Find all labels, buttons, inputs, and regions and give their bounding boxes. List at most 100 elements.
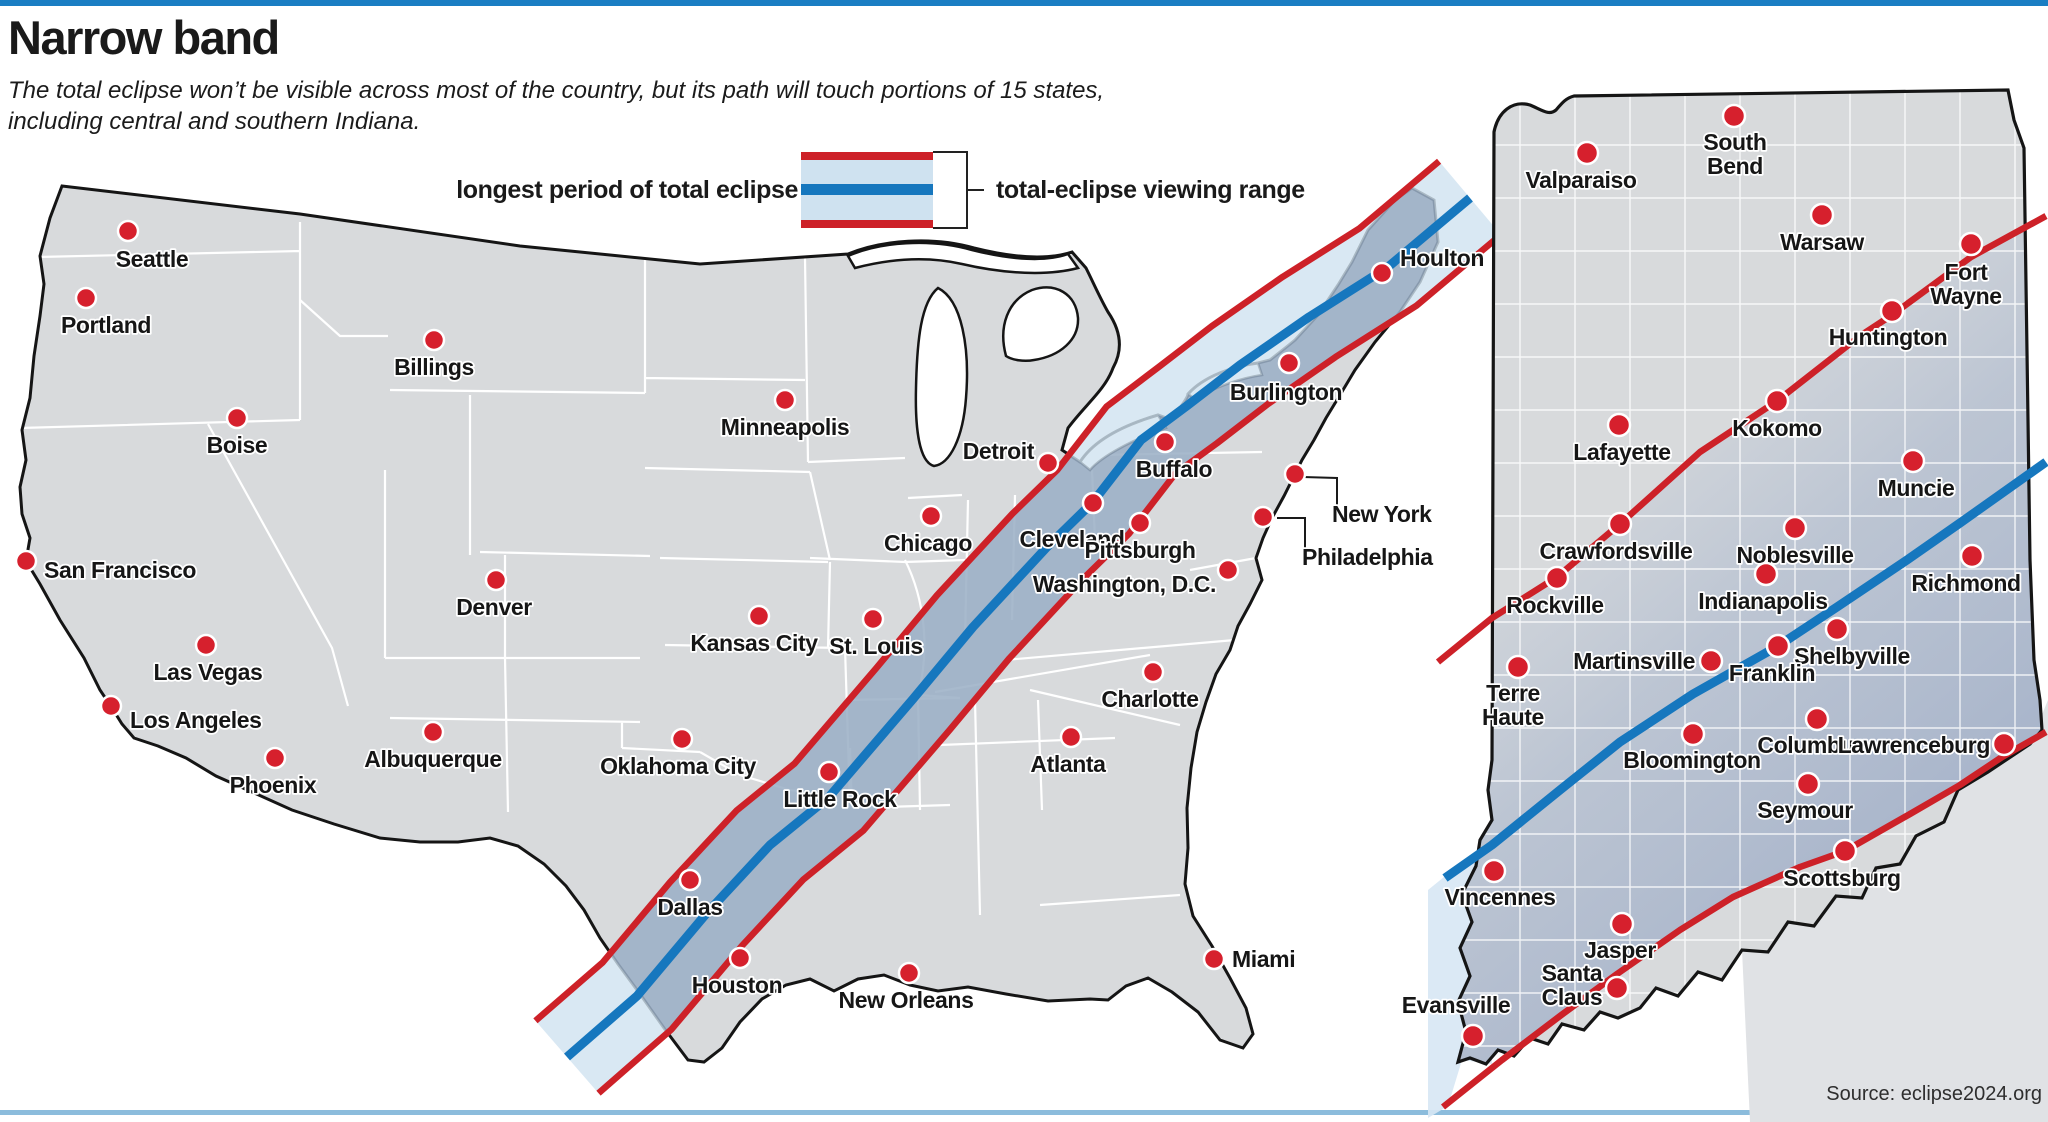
city-label: Philadelphia (1302, 544, 1433, 570)
legend-bracket (933, 151, 984, 229)
city-huntington: Huntington (1827, 298, 1949, 352)
subtitle-line2: including central and southern Indiana. (8, 108, 421, 135)
city-dot (861, 607, 885, 631)
city-label: Evansville (1402, 992, 1511, 1018)
city-dot (263, 746, 287, 770)
city-dot (1460, 1023, 1486, 1049)
city-label: Houlton (1400, 245, 1484, 271)
city-dot (225, 406, 249, 430)
city-label: Lafayette (1573, 439, 1670, 465)
city-dot (1216, 558, 1240, 582)
city-label: Washington, D.C. (1033, 571, 1216, 597)
city-label: Minneapolis (721, 414, 850, 440)
city-label: New York (1332, 501, 1432, 527)
city-label: Bloomington (1623, 747, 1760, 773)
city-dot (773, 388, 797, 412)
city-crawfordsville: Crawfordsville (1538, 511, 1695, 566)
city-las-vegas: Las Vegas (152, 633, 265, 687)
city-lawrenceburg: Lawrenceburg (1836, 730, 2017, 760)
us-map: Seattle Portland Boise Billings Minneapolis S… (14, 158, 1503, 1096)
city-dot (919, 504, 943, 528)
city-dallas: Dallas (656, 868, 725, 922)
city-dot (1141, 660, 1165, 684)
city-dot (1832, 838, 1858, 864)
city-dot (74, 286, 98, 310)
city-dot (1505, 654, 1531, 680)
city-dot (1277, 351, 1301, 375)
city-scottsburg: Scottsburg (1782, 838, 1903, 893)
city-label: Martinsville (1573, 648, 1695, 674)
city-label: Warsaw (1780, 229, 1864, 255)
city-label: Dallas (657, 894, 722, 920)
city-label: Terre Haute (1482, 680, 1544, 730)
city-dot (1606, 412, 1632, 438)
city-new-york: New York (1283, 462, 1434, 529)
legend-left-label: longest period of total eclipse (456, 176, 798, 204)
city-jasper: Jasper (1582, 911, 1658, 965)
city-label: Huntington (1829, 324, 1948, 350)
city-muncie: Muncie (1876, 448, 1957, 503)
city-label: Kansas City (690, 630, 818, 656)
city-label: Buffalo (1136, 456, 1213, 482)
city-vincennes: Vincennes (1443, 858, 1558, 912)
source-credit: Source: eclipse2024.org (1826, 1083, 2042, 1105)
city-label: South Bend (1703, 129, 1766, 179)
city-los-angeles: Los Angeles (99, 694, 264, 735)
city-dot (1153, 430, 1177, 454)
city-label: New Orleans (839, 987, 974, 1013)
city-fort-wayne: Fort Wayne (1929, 231, 2004, 311)
city-label: Noblesville (1736, 542, 1853, 568)
city-kansas-city: Kansas City (689, 604, 820, 658)
city-dot (1251, 505, 1275, 529)
city-label: Detroit (963, 438, 1035, 464)
city-dot (1753, 561, 1779, 587)
city-evansville: Evansville (1400, 990, 1512, 1049)
leader-line (1277, 517, 1306, 549)
city-little-rock: Little Rock (782, 760, 899, 814)
city-pittsburgh: Pittsburgh (1083, 511, 1198, 565)
city-houlton: Houlton (1370, 243, 1486, 285)
city-dot (1607, 511, 1633, 537)
city-label: Jasper (1584, 937, 1656, 963)
city-seymour: Seymour (1755, 771, 1855, 825)
city-bloomington: Bloomington (1622, 721, 1763, 775)
city-dot (678, 868, 702, 892)
city-oklahoma-city: Oklahoma City (598, 727, 759, 781)
city-dot (728, 946, 752, 970)
city-dot (1544, 565, 1570, 591)
city-washington-d-c-: Washington, D.C. (1031, 558, 1240, 599)
city-label: Muncie (1878, 475, 1955, 501)
city-label: Houston (692, 972, 782, 998)
city-label: Las Vegas (154, 659, 263, 685)
city-label: Billings (394, 354, 474, 380)
subtitle: The total eclipse won’t be visible acros… (8, 75, 1108, 137)
legend-swatch (801, 152, 933, 228)
city-dot (897, 961, 921, 985)
city-detroit: Detroit (961, 436, 1060, 475)
city-dot (1128, 511, 1152, 535)
city-label: Charlotte (1101, 686, 1198, 712)
city-dot (1721, 103, 1747, 129)
city-noblesville: Noblesville (1735, 515, 1856, 570)
city-label: Denver (456, 594, 532, 620)
city-dot (817, 760, 841, 784)
city-philadelphia: Philadelphia (1251, 505, 1435, 572)
city-terre-haute: Terre Haute (1480, 654, 1546, 732)
city-dot (1991, 731, 2017, 757)
city-dot (1765, 633, 1791, 659)
city-dot (1604, 975, 1630, 1001)
city-label: Santa Claus (1542, 960, 1603, 1010)
city-warsaw: Warsaw (1778, 202, 1866, 257)
city-st-louis: St. Louis (827, 607, 925, 661)
city-label: Atlanta (1030, 751, 1106, 777)
city-houston: Houston (690, 946, 784, 1000)
city-label: Portland (61, 312, 151, 338)
city-label: Lawrenceburg (1838, 732, 1990, 758)
city-label: Rockville (1506, 592, 1603, 618)
top-rule (0, 0, 2048, 6)
city-atlanta: Atlanta (1029, 725, 1108, 779)
city-martinsville: Martinsville (1572, 646, 1724, 676)
city-dot (1804, 706, 1830, 732)
